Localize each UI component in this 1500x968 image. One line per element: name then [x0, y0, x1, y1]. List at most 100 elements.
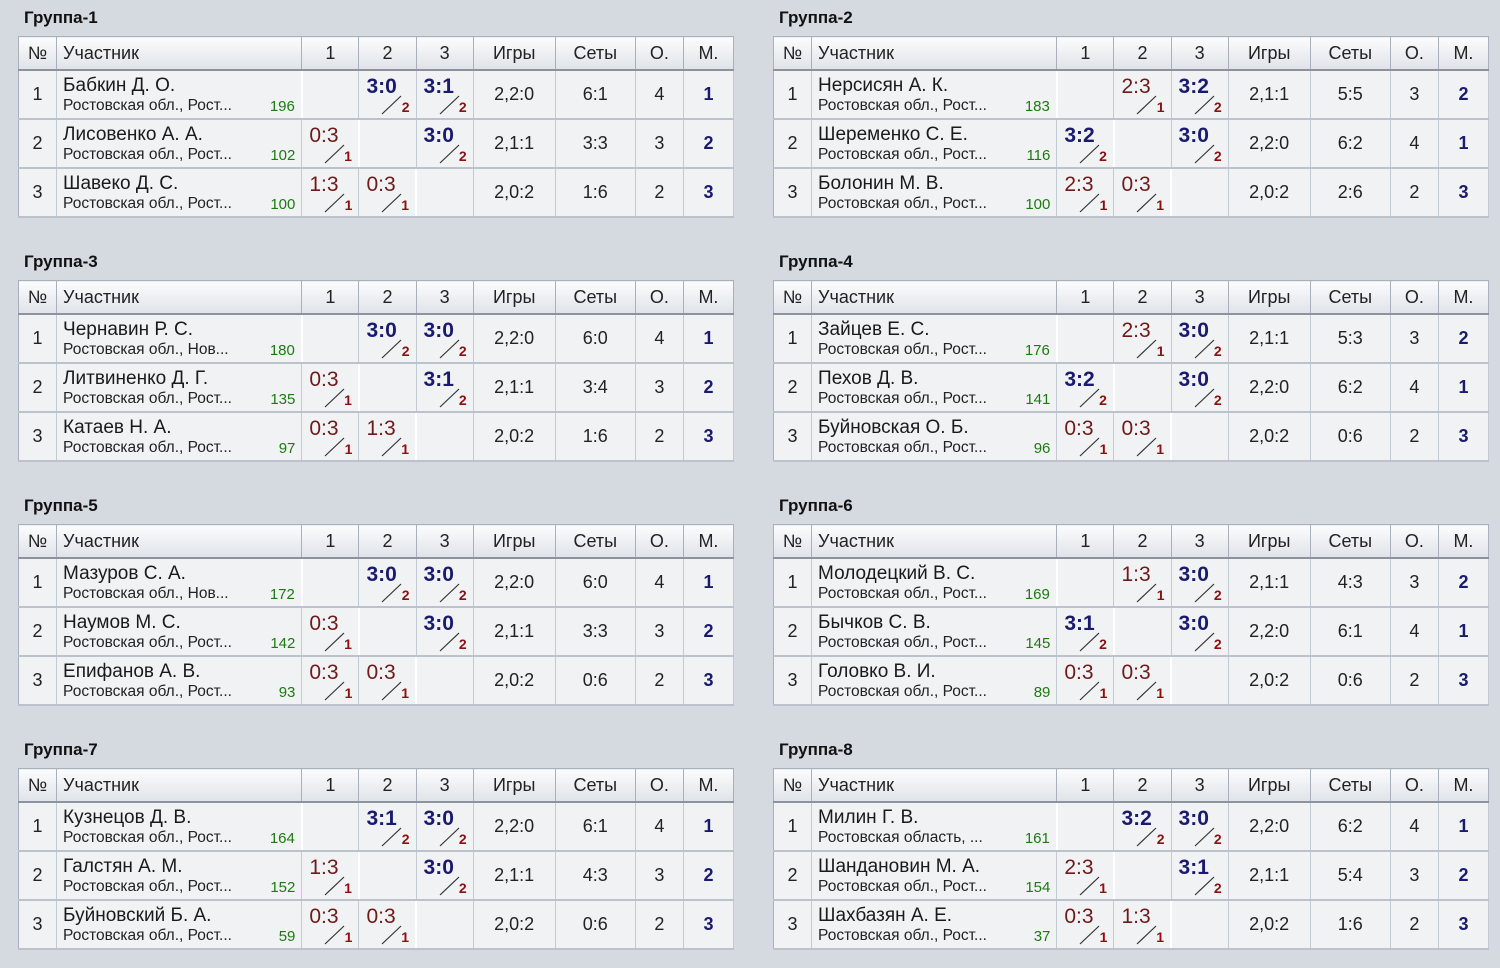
match-result-cell[interactable]: 3:0 2	[358, 314, 417, 364]
col-header-1[interactable]: 1	[301, 36, 360, 71]
participant-name[interactable]: Зайцев Е. С.	[818, 319, 930, 340]
col-header-participant[interactable]: Участник	[811, 36, 1058, 71]
participant-cell[interactable]: Мазуров С. А. Ростовская обл., Нов... 172	[56, 558, 303, 608]
participant-name[interactable]: Болонин М. В.	[818, 173, 944, 194]
match-result-cell[interactable]: 3:2 2	[1113, 802, 1172, 852]
participant-name[interactable]: Епифанов А. В.	[63, 661, 201, 682]
participant-cell[interactable]: Шеременко С. Е. Ростовская обл., Рост... 1…	[811, 119, 1058, 169]
participant-cell[interactable]: Чернавин Р. С. Ростовская обл., Нов... 180	[56, 314, 303, 364]
participant-cell[interactable]: Шавеко Д. С. Ростовская обл., Рост... 100	[56, 168, 303, 218]
match-result-cell[interactable]: 0:3 1	[358, 656, 417, 706]
participant-cell[interactable]: Головко В. И. Ростовская обл., Рост... 89	[811, 656, 1058, 706]
match-result-cell[interactable]: 0:3 1	[1056, 900, 1115, 950]
match-result-cell[interactable]: 3:0 2	[1171, 802, 1229, 852]
match-result-cell[interactable]: 0:3 1	[1056, 412, 1115, 462]
col-header-1[interactable]: 1	[1056, 280, 1115, 315]
match-result-cell[interactable]: 3:0 2	[416, 851, 474, 901]
col-header-1[interactable]: 1	[301, 768, 360, 803]
match-result-cell[interactable]: 0:3 1	[1056, 656, 1115, 706]
match-result-cell[interactable]: 0:3 1	[358, 168, 417, 218]
col-header-games[interactable]: Игры	[1228, 36, 1311, 71]
match-result-cell[interactable]: 1:3 1	[301, 851, 360, 901]
participant-name[interactable]: Литвиненко Д. Г.	[63, 368, 209, 389]
match-result-cell[interactable]: 3:0 2	[416, 802, 474, 852]
col-header-3[interactable]: 3	[416, 524, 474, 559]
match-result-cell[interactable]: 0:3 1	[301, 900, 360, 950]
participant-name[interactable]: Головко В. И.	[818, 661, 936, 682]
participant-cell[interactable]: Буйновский Б. А. Ростовская обл., Рост...…	[56, 900, 303, 950]
col-header-3[interactable]: 3	[416, 768, 474, 803]
match-result-cell[interactable]: 2:3 1	[1056, 851, 1115, 901]
participant-cell[interactable]: Катаев Н. А. Ростовская обл., Рост... 97	[56, 412, 303, 462]
participant-name[interactable]: Шавеко Д. С.	[63, 173, 179, 194]
col-header-place[interactable]: М.	[683, 524, 735, 559]
match-result-cell[interactable]: 2:3 1	[1056, 168, 1115, 218]
match-result-cell[interactable]: 3:0 2	[1171, 314, 1229, 364]
col-header-points[interactable]: О.	[1390, 280, 1439, 315]
col-header-points[interactable]: О.	[635, 36, 684, 71]
col-header-place[interactable]: М.	[1438, 36, 1490, 71]
col-header-3[interactable]: 3	[1171, 768, 1229, 803]
match-result-cell[interactable]: 3:1 2	[416, 70, 474, 120]
col-header-3[interactable]: 3	[1171, 280, 1229, 315]
col-header-points[interactable]: О.	[635, 768, 684, 803]
match-result-cell[interactable]: 0:3 1	[301, 412, 360, 462]
col-header-num[interactable]: №	[18, 280, 58, 315]
match-result-cell[interactable]: 3:0 2	[1171, 607, 1229, 657]
participant-cell[interactable]: Нерсисян А. К. Ростовская обл., Рост... 18…	[811, 70, 1058, 120]
participant-cell[interactable]: Милин Г. В. Ростовская область, ... 161	[811, 802, 1058, 852]
col-header-games[interactable]: Игры	[473, 36, 556, 71]
participant-name[interactable]: Мазуров С. А.	[63, 563, 186, 584]
match-result-cell[interactable]: 3:1 2	[1056, 607, 1115, 657]
col-header-points[interactable]: О.	[635, 524, 684, 559]
col-header-participant[interactable]: Участник	[56, 524, 303, 559]
col-header-participant[interactable]: Участник	[56, 36, 303, 71]
match-result-cell[interactable]: 1:3 1	[301, 168, 360, 218]
col-header-participant[interactable]: Участник	[56, 768, 303, 803]
col-header-3[interactable]: 3	[416, 36, 474, 71]
match-result-cell[interactable]: 3:0 2	[416, 607, 474, 657]
match-result-cell[interactable]: 3:1 2	[358, 802, 417, 852]
col-header-1[interactable]: 1	[301, 524, 360, 559]
participant-name[interactable]: Бычков С. В.	[818, 612, 931, 633]
col-header-games[interactable]: Игры	[473, 280, 556, 315]
participant-name[interactable]: Наумов М. С.	[63, 612, 181, 633]
match-result-cell[interactable]: 0:3 1	[301, 119, 360, 169]
col-header-num[interactable]: №	[18, 768, 58, 803]
col-header-place[interactable]: М.	[683, 280, 735, 315]
match-result-cell[interactable]: 0:3 1	[358, 900, 417, 950]
participant-name[interactable]: Милин Г. В.	[818, 807, 919, 828]
participant-name[interactable]: Буйновская О. Б.	[818, 417, 969, 438]
col-header-2[interactable]: 2	[358, 36, 417, 71]
match-result-cell[interactable]: 3:0 2	[1171, 119, 1229, 169]
participant-name[interactable]: Пехов Д. В.	[818, 368, 919, 389]
col-header-2[interactable]: 2	[358, 524, 417, 559]
col-header-points[interactable]: О.	[1390, 768, 1439, 803]
col-header-1[interactable]: 1	[1056, 524, 1115, 559]
match-result-cell[interactable]: 1:3 1	[358, 412, 417, 462]
participant-name[interactable]: Нерсисян А. К.	[818, 75, 949, 96]
participant-cell[interactable]: Зайцев Е. С. Ростовская обл., Рост... 176	[811, 314, 1058, 364]
participant-cell[interactable]: Литвиненко Д. Г. Ростовская обл., Рост...…	[56, 363, 303, 413]
col-header-2[interactable]: 2	[358, 768, 417, 803]
match-result-cell[interactable]: 3:2 2	[1056, 119, 1115, 169]
participant-cell[interactable]: Шахбазян А. Е. Ростовская обл., Рост... 37	[811, 900, 1058, 950]
participant-cell[interactable]: Буйновская О. Б. Ростовская обл., Рост...…	[811, 412, 1058, 462]
col-header-participant[interactable]: Участник	[811, 524, 1058, 559]
col-header-1[interactable]: 1	[301, 280, 360, 315]
col-header-sets[interactable]: Сеты	[1310, 36, 1391, 71]
participant-cell[interactable]: Шандановин М. А. Ростовская обл., Рост...…	[811, 851, 1058, 901]
match-result-cell[interactable]: 3:0 2	[416, 558, 474, 608]
col-header-participant[interactable]: Участник	[811, 768, 1058, 803]
participant-cell[interactable]: Болонин М. В. Ростовская обл., Рост... 100	[811, 168, 1058, 218]
match-result-cell[interactable]: 3:2 2	[1171, 70, 1229, 120]
match-result-cell[interactable]: 1:3 1	[1113, 558, 1172, 608]
match-result-cell[interactable]: 3:0 2	[1171, 558, 1229, 608]
col-header-1[interactable]: 1	[1056, 36, 1115, 71]
match-result-cell[interactable]: 0:3 1	[301, 363, 360, 413]
participant-cell[interactable]: Кузнецов Д. В. Ростовская обл., Рост... 16…	[56, 802, 303, 852]
match-result-cell[interactable]: 3:0 2	[358, 70, 417, 120]
col-header-num[interactable]: №	[773, 36, 813, 71]
match-result-cell[interactable]: 0:3 1	[1113, 168, 1172, 218]
match-result-cell[interactable]: 3:1 2	[416, 363, 474, 413]
